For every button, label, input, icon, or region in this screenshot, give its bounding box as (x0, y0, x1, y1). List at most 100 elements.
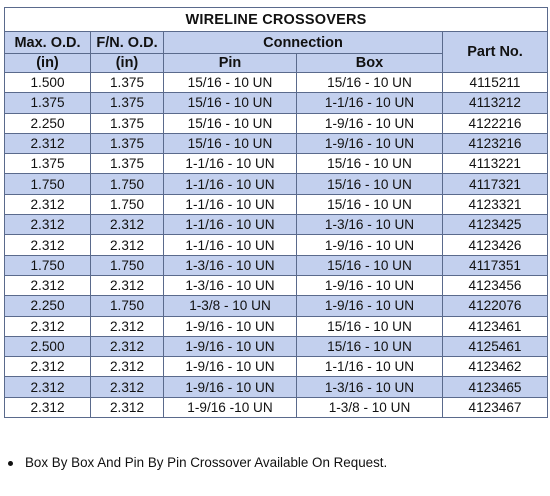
cell-pin: 1-3/16 - 10 UN (163, 274, 297, 297)
cell-part-no: 4123216 (441, 132, 549, 155)
cell-box: 1-3/16 - 10 UN (296, 214, 443, 236)
cell-box: 1-3/8 - 10 UN (296, 396, 443, 419)
table-row: 2.250 1.750 1-3/8 - 10 UN 1-9/16 - 10 UN 412… (4, 295, 549, 317)
cell-pin: 1-1/16 - 10 UN (163, 234, 297, 256)
header-box: Box (296, 53, 443, 73)
cell-part-no: 4123465 (441, 376, 549, 398)
table-row: 2.312 2.312 1-1/16 - 10 UN 1-3/16 - 10 UN 41… (4, 214, 549, 236)
cell-fn-od: 1.375 (90, 71, 164, 94)
cell-part-no: 4122076 (441, 295, 549, 317)
cell-max-od: 2.312 (4, 132, 91, 155)
header-fn-od-unit: (in) (90, 53, 164, 73)
cell-part-no: 4115211 (441, 71, 549, 94)
cell-box: 1-1/16 - 10 UN (296, 356, 443, 378)
cell-fn-od: 1.375 (90, 92, 164, 114)
cell-max-od: 1.500 (4, 71, 91, 94)
cell-pin: 1-3/16 - 10 UN (163, 254, 297, 276)
table-row: 2.250 1.375 15/16 - 10 UN 1-9/16 - 10 UN 412… (4, 112, 549, 134)
cell-fn-od: 1.750 (90, 173, 164, 195)
cell-box: 15/16 - 10 UN (296, 173, 443, 195)
table-row: 2.500 2.312 1-9/16 - 10 UN 15/16 - 10 UN 412… (4, 335, 549, 358)
cell-pin: 1-1/16 - 10 UN (163, 153, 297, 175)
cell-box: 1-9/16 - 10 UN (296, 295, 443, 317)
cell-max-od: 2.312 (4, 274, 91, 297)
cell-box: 1-3/16 - 10 UN (296, 376, 443, 398)
table-row: 2.312 2.312 1-9/16 - 10 UN 1-1/16 - 10 UN 41… (4, 356, 549, 378)
table-row: 1.375 1.375 15/16 - 10 UN 1-1/16 - 10 UN 411… (4, 92, 549, 114)
table-row: 1.500 1.375 15/16 - 10 UN 15/16 - 10 UN 4115… (4, 71, 549, 94)
cell-fn-od: 1.375 (90, 153, 164, 175)
cell-box: 15/16 - 10 UN (296, 315, 443, 337)
cell-fn-od: 2.312 (90, 214, 164, 236)
header-part-no: Part No. (441, 31, 549, 73)
cell-fn-od: 1.750 (90, 193, 164, 216)
table-row: 2.312 2.312 1-9/16 -10 UN 1-3/8 - 10 UN 4123… (4, 396, 549, 419)
header-fn-od: F/N. O.D. (90, 31, 164, 54)
cell-max-od: 2.312 (4, 214, 91, 236)
cell-part-no: 4123426 (441, 234, 549, 256)
header-max-od: Max. O.D. (4, 31, 91, 54)
cell-fn-od: 1.375 (90, 132, 164, 155)
cell-box: 1-9/16 - 10 UN (296, 112, 443, 134)
cell-fn-od: 2.312 (90, 234, 164, 256)
cell-max-od: 2.312 (4, 396, 91, 419)
wireline-crossovers-table: WIRELINE CROSSOVERS Max. O.D. F/N. O.D. … (3, 7, 549, 419)
cell-fn-od: 2.312 (90, 315, 164, 337)
cell-part-no: 4123321 (441, 193, 549, 216)
cell-box: 1-1/16 - 10 UN (296, 92, 443, 114)
cell-max-od: 1.375 (4, 153, 91, 175)
cell-part-no: 4125461 (441, 335, 549, 358)
table-row: 1.750 1.750 1-3/16 - 10 UN 15/16 - 10 UN 411… (4, 254, 549, 276)
cell-box: 15/16 - 10 UN (296, 254, 443, 276)
cell-part-no: 4123467 (441, 396, 549, 419)
footnote-text: Box By Box And Pin By Pin Crossover Avai… (25, 455, 388, 470)
cell-box: 15/16 - 10 UN (296, 335, 443, 358)
cell-pin: 1-1/16 - 10 UN (163, 214, 297, 236)
cell-max-od: 2.312 (4, 193, 91, 216)
cell-fn-od: 2.312 (90, 376, 164, 398)
cell-part-no: 4123456 (441, 274, 549, 297)
cell-fn-od: 1.750 (90, 295, 164, 317)
cell-box: 1-9/16 - 10 UN (296, 132, 443, 155)
cell-max-od: 1.750 (4, 254, 91, 276)
cell-pin: 15/16 - 10 UN (163, 132, 297, 155)
cell-pin: 1-9/16 - 10 UN (163, 315, 297, 337)
header-max-od-unit: (in) (4, 53, 91, 73)
cell-box: 15/16 - 10 UN (296, 193, 443, 216)
cell-part-no: 4117321 (441, 173, 549, 195)
table-row: 2.312 2.312 1-3/16 - 10 UN 1-9/16 - 10 UN 41… (4, 274, 549, 297)
cell-part-no: 4123425 (441, 214, 549, 236)
cell-fn-od: 1.375 (90, 112, 164, 134)
cell-max-od: 2.250 (4, 112, 91, 134)
cell-pin: 1-9/16 - 10 UN (163, 335, 297, 358)
cell-max-od: 2.312 (4, 376, 91, 398)
footnote: Box By Box And Pin By Pin Crossover Avai… (8, 455, 387, 470)
cell-pin: 15/16 - 10 UN (163, 92, 297, 114)
cell-fn-od: 2.312 (90, 335, 164, 358)
cell-max-od: 1.375 (4, 92, 91, 114)
table-row: 2.312 2.312 1-1/16 - 10 UN 1-9/16 - 10 UN 41… (4, 234, 549, 256)
table-row: 2.312 1.375 15/16 - 10 UN 1-9/16 - 10 UN 412… (4, 132, 549, 155)
cell-max-od: 2.312 (4, 356, 91, 378)
cell-pin: 1-9/16 -10 UN (163, 396, 297, 419)
header-pin: Pin (163, 53, 297, 73)
header-connection: Connection (163, 31, 443, 54)
cell-box: 1-9/16 - 10 UN (296, 234, 443, 256)
table-row: 2.312 2.312 1-9/16 - 10 UN 15/16 - 10 UN 412… (4, 315, 549, 337)
cell-box: 1-9/16 - 10 UN (296, 274, 443, 297)
table-row: 1.750 1.750 1-1/16 - 10 UN 15/16 - 10 UN 411… (4, 173, 549, 195)
cell-pin: 1-1/16 - 10 UN (163, 193, 297, 216)
cell-pin: 1-1/16 - 10 UN (163, 173, 297, 195)
cell-max-od: 2.250 (4, 295, 91, 317)
cell-max-od: 2.312 (4, 315, 91, 337)
bullet-icon (8, 460, 13, 466)
cell-max-od: 2.312 (4, 234, 91, 256)
cell-part-no: 4117351 (441, 254, 549, 276)
cell-box: 15/16 - 10 UN (296, 153, 443, 175)
cell-max-od: 1.750 (4, 173, 91, 195)
cell-part-no: 4113221 (441, 153, 549, 175)
table-row: 1.375 1.375 1-1/16 - 10 UN 15/16 - 10 UN 411… (4, 153, 549, 175)
cell-fn-od: 2.312 (90, 274, 164, 297)
cell-pin: 15/16 - 10 UN (163, 112, 297, 134)
table-title: WIRELINE CROSSOVERS (3, 7, 549, 32)
